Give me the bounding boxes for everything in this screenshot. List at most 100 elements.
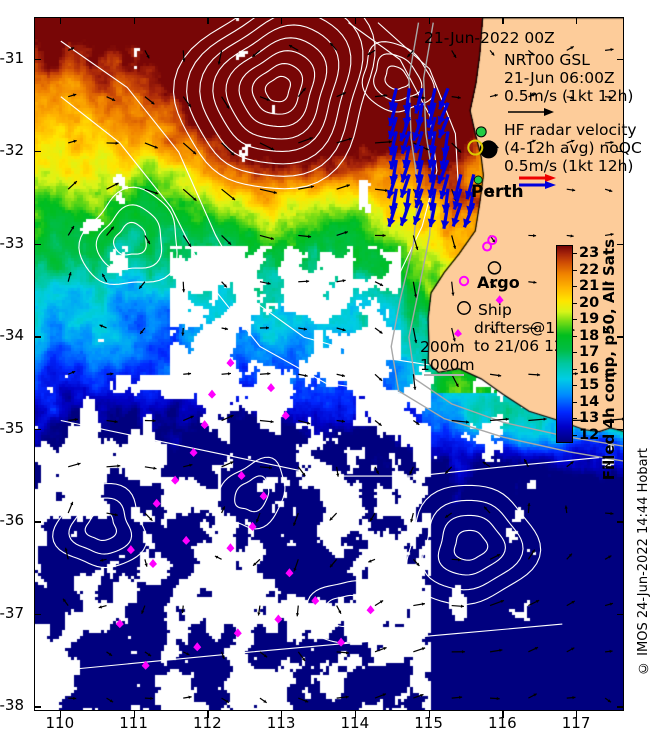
hf-radar-velocity-vector [399,132,408,142]
geostrophic-current-vector [459,695,463,699]
geostrophic-current-vector [344,231,348,235]
hf-radar-velocity-vector [414,160,424,170]
hf-radar-velocity-vector [387,130,397,140]
geostrophic-current-vector [346,184,350,188]
geostrophic-current-vector [621,417,623,421]
geostrophic-current-vector [496,554,501,558]
mooring-marker [475,126,487,138]
drifter-marker [237,471,246,481]
geostrophic-current-vector [304,699,309,703]
geostrophic-current-vector [422,96,426,100]
geostrophic-current-vector [407,53,411,58]
ssh-contour [384,65,410,90]
geostrophic-current-vector [146,55,150,59]
hf-radar-velocity-vector [438,129,447,138]
geostrophic-current-vector [570,46,574,50]
geostrophic-current-vector [370,517,374,522]
geostrophic-current-vector [379,282,384,286]
geostrophic-current-vector [610,511,614,516]
x-axis-tick-mark [207,17,209,24]
drifter-marker [226,543,235,553]
hf-radar-velocity-vector [464,190,474,200]
ssh-contour [212,24,340,152]
hf-radar-velocity-vector [386,189,396,199]
geostrophic-current-vector [64,547,68,551]
geostrophic-current-vector [543,417,547,421]
geostrophic-current-vector [461,650,465,654]
geostrophic-current-vector [68,272,72,276]
geostrophic-current-vector [230,414,234,418]
geostrophic-current-vector [378,422,382,426]
ssh-contour [437,514,506,576]
colorbar-tick-mark [573,368,577,370]
ssh-contour [238,50,316,128]
annotation-product-scale: 0.5m/s (1kt 12h) [504,87,634,105]
geostrophic-current-vector [252,53,256,57]
legend-label-drifters-2: to 21/06 12 [474,337,564,355]
geostrophic-current-vector [182,58,186,62]
colorbar-tick-label: 12 [579,426,600,443]
hf-radar-velocity-vector [403,202,412,211]
ssh-contour [78,186,178,286]
hf-radar-velocity-vector [428,202,437,211]
geostrophic-current-vector [457,149,462,153]
geostrophic-current-vector [77,462,81,466]
geostrophic-current-vector [109,699,114,703]
hf-radar-velocity-vector [452,200,461,210]
hf-radar-velocity-vector [402,104,412,114]
drifter-marker [259,491,268,501]
argo-float-marker [482,241,493,252]
geostrophic-current-vector [192,151,197,155]
geostrophic-current-vector [273,190,277,195]
geostrophic-current-vector [306,279,310,283]
drifter-marker [141,660,150,670]
drifter-marker [171,475,180,485]
geostrophic-current-vector [221,655,225,659]
geostrophic-current-vector [267,281,271,285]
geostrophic-current-vector [385,188,389,193]
geostrophic-current-vector [73,139,77,143]
x-axis-tick-label: 117 [561,714,591,732]
geostrophic-current-vector [583,418,587,422]
legend-label-drifters-1: drifters@12 [474,319,565,337]
hf-radar-velocity-vector [427,189,436,198]
hf-radar-velocity-vector [427,159,436,168]
ssh-contour [325,594,366,627]
geostrophic-current-vector [72,93,77,97]
geostrophic-current-vector [193,197,197,201]
colorbar-tick-mark [573,401,577,403]
geostrophic-current-vector [227,241,232,245]
ssh-contour [408,22,623,447]
geostrophic-current-vector [368,559,372,563]
geostrophic-current-vector [570,95,574,100]
geostrophic-current-vector [154,145,158,149]
geostrophic-current-vector [214,555,219,559]
geostrophic-current-vector [181,610,185,614]
x-axis-tick-mark [281,17,283,24]
y-axis-tick-mark [617,521,624,523]
drifter-marker [495,295,504,305]
hf-radar-velocity-vector [387,117,397,127]
drifter-marker [193,642,202,652]
geostrophic-current-vector [533,693,537,697]
ssh-contour [421,499,524,591]
geostrophic-current-vector [341,419,345,423]
geostrophic-current-vector [263,699,267,703]
colorbar-tick-mark [573,385,577,387]
geostrophic-current-vector [270,420,274,424]
map-overlay-vectors [52,18,623,704]
colorbar-tick-label: 18 [579,327,600,344]
hf-radar-velocity-vector [413,143,422,153]
geostrophic-current-vector [496,696,500,701]
hf-radar-velocity-vector [412,131,421,141]
geostrophic-current-vector [230,461,234,465]
colorbar-tick-label: 19 [579,311,600,328]
hf-radar-velocity-vector [399,188,409,198]
isobath-sample-line [424,374,464,376]
hf-radar-velocity-vector [452,190,461,200]
y-axis-tick-mark [617,706,624,708]
hf-radar-scale-arrow-icon [519,174,556,189]
geostrophic-current-vector [310,185,315,189]
colorbar-tick-mark [573,319,577,321]
colorbar-tick-label: 23 [579,245,600,262]
